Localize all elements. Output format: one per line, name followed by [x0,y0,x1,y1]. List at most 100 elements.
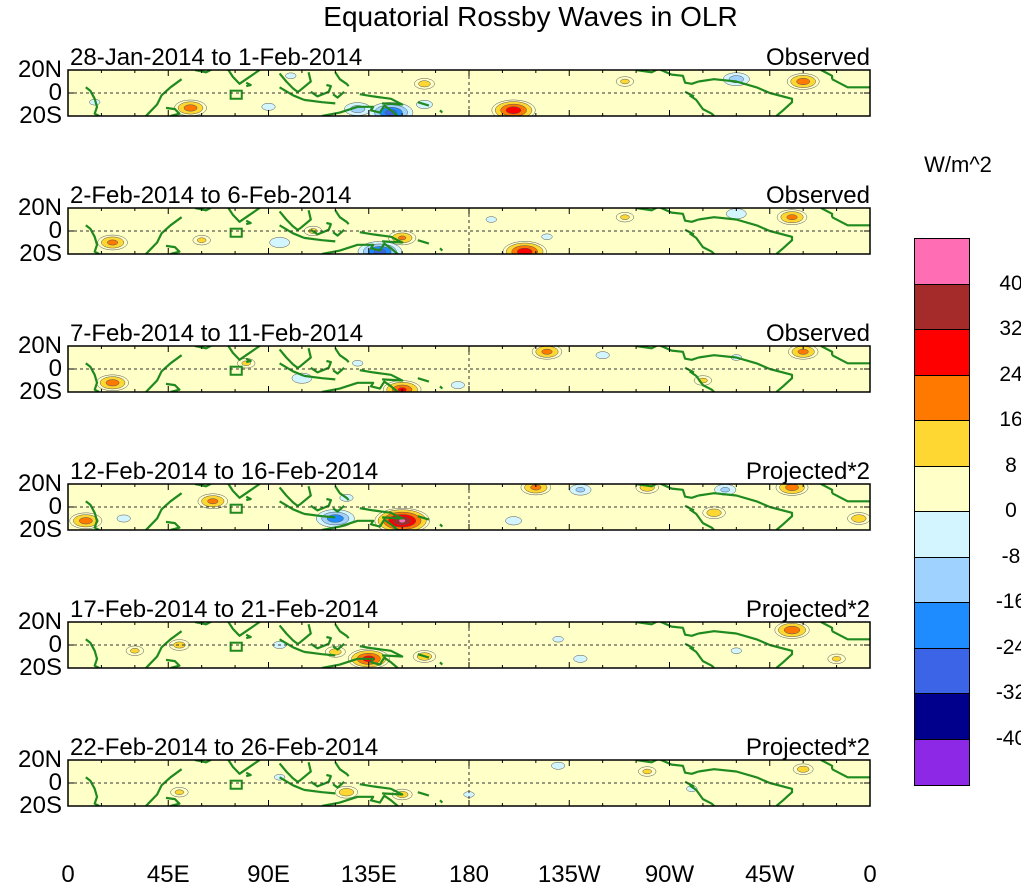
panel-type-label: Observed [765,320,870,347]
coastline [85,86,100,116]
panel-date-range: 12-Feb-2014 to 16-Feb-2014 [70,458,379,485]
coastline [698,78,794,116]
reference-box [229,227,243,238]
anomaly-contour [516,247,533,254]
coastline [321,656,399,668]
olr-anomaly-map [67,483,871,531]
coastline [165,382,181,392]
coastline [303,512,336,519]
anomaly-contour [797,348,809,355]
map-panel: 12-Feb-2014 to 16-Feb-2014 Projected*2 20N… [18,459,871,542]
latitude-label: 20N [17,332,62,359]
anomaly-contour [575,487,586,493]
coastline [227,346,261,361]
coastline [194,208,213,212]
longitude-label: 135W [537,861,601,888]
anomaly-contour [541,348,553,355]
coastline [439,799,444,804]
longitude-label: 90W [644,861,695,888]
coastline [245,633,252,640]
coastline [145,630,183,668]
colorbar-swatch [914,693,970,740]
coastline [417,239,430,245]
anomaly-contour [595,351,610,360]
coastline [245,495,252,502]
coastline [279,776,305,791]
coastline [279,500,305,515]
olr-anomaly-map [67,69,871,117]
anomaly-contour [706,508,722,517]
colorbar-swatch [914,283,970,330]
olr-anomaly-map [67,207,871,255]
anomaly-contour [620,78,630,85]
panel-date-range: 7-Feb-2014 to 11-Feb-2014 [70,320,364,347]
colorbar-tick-label: -8 [1001,544,1021,568]
coastline [831,216,870,227]
coastline [359,783,404,796]
colorbar-tick-label: 40 [999,271,1021,295]
panel-date-range: 22-Feb-2014 to 26-Feb-2014 [70,734,379,761]
anomaly-contour [418,80,431,88]
coastline [165,658,181,668]
longitude-label: 90E [247,861,290,888]
longitude-label: 45E [146,861,190,888]
reference-box [229,365,243,376]
colorbar-swatch [914,420,970,467]
coastline [635,70,699,85]
panel-date-range: 2-Feb-2014 to 6-Feb-2014 [70,182,352,209]
anomaly-contour [107,239,119,246]
coastline [334,209,350,225]
anomaly-contour [183,104,198,112]
map-panel: 22-Feb-2014 to 26-Feb-2014 Projected*2 20N… [18,735,871,818]
coastline [359,507,404,520]
olr-anomaly-map [67,621,871,669]
latitude-label: 20S [19,378,62,405]
anomaly-contour [116,514,131,523]
coastline [831,354,870,365]
coastline [334,623,350,639]
anomaly-contour [551,761,566,770]
colorbar-tick-label: -40 [995,726,1021,750]
anomaly-contour [261,102,276,111]
panel-type-label: Projected*2 [745,734,870,761]
coastline [85,224,100,254]
anomaly-contour [285,72,297,79]
panel-type-label: Observed [765,182,870,209]
coastline [417,791,430,797]
colorbar-tick-label: -24 [995,635,1021,659]
coastline [359,231,404,244]
coastline [321,242,399,254]
colorbar: 40 32 24 16 8 0 -8 -16 -24 -32 -40 [914,238,1021,786]
coastline [417,101,430,107]
anomaly-contour [785,484,799,491]
reference-box [229,89,243,100]
coastline [359,369,404,382]
coastline [279,362,305,377]
anomaly-contour [173,641,186,649]
coastline [279,638,305,653]
coastline [334,485,350,501]
coastline [332,228,345,237]
coastline [227,70,261,85]
coastline [310,83,332,98]
coastline [194,622,213,626]
coastline [303,374,336,381]
coastline [332,366,345,375]
longitude-label: 180 [448,861,490,888]
panel-type-label: Observed [765,44,870,71]
colorbar-tick-label: -16 [995,590,1021,613]
coastline [820,346,834,356]
coastline [278,348,312,369]
coastline [278,72,312,93]
anomaly-contour [642,768,652,775]
coastline [332,90,345,99]
colorbar-tick-label: 16 [999,408,1021,431]
latitude-label: 0 [48,79,62,106]
longitude-label: 0 [863,861,877,888]
coastline [165,244,181,254]
coastline [334,71,350,87]
coastline [165,520,181,530]
coastline [831,630,870,641]
coastline [145,216,183,254]
colorbar-swatch [914,511,970,558]
